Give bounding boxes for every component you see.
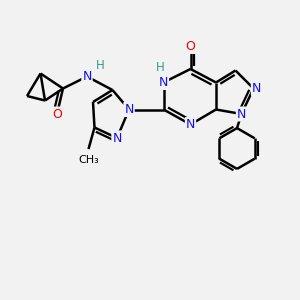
Text: N: N (252, 82, 261, 95)
Text: O: O (52, 107, 62, 121)
Text: N: N (159, 76, 168, 89)
Text: N: N (112, 131, 122, 145)
Text: N: N (237, 107, 246, 121)
Text: N: N (82, 70, 92, 83)
Text: H: H (96, 58, 105, 72)
Text: O: O (186, 40, 195, 53)
Text: N: N (186, 118, 195, 131)
Text: CH₃: CH₃ (78, 154, 99, 165)
Text: H: H (156, 61, 165, 74)
Text: N: N (124, 103, 134, 116)
